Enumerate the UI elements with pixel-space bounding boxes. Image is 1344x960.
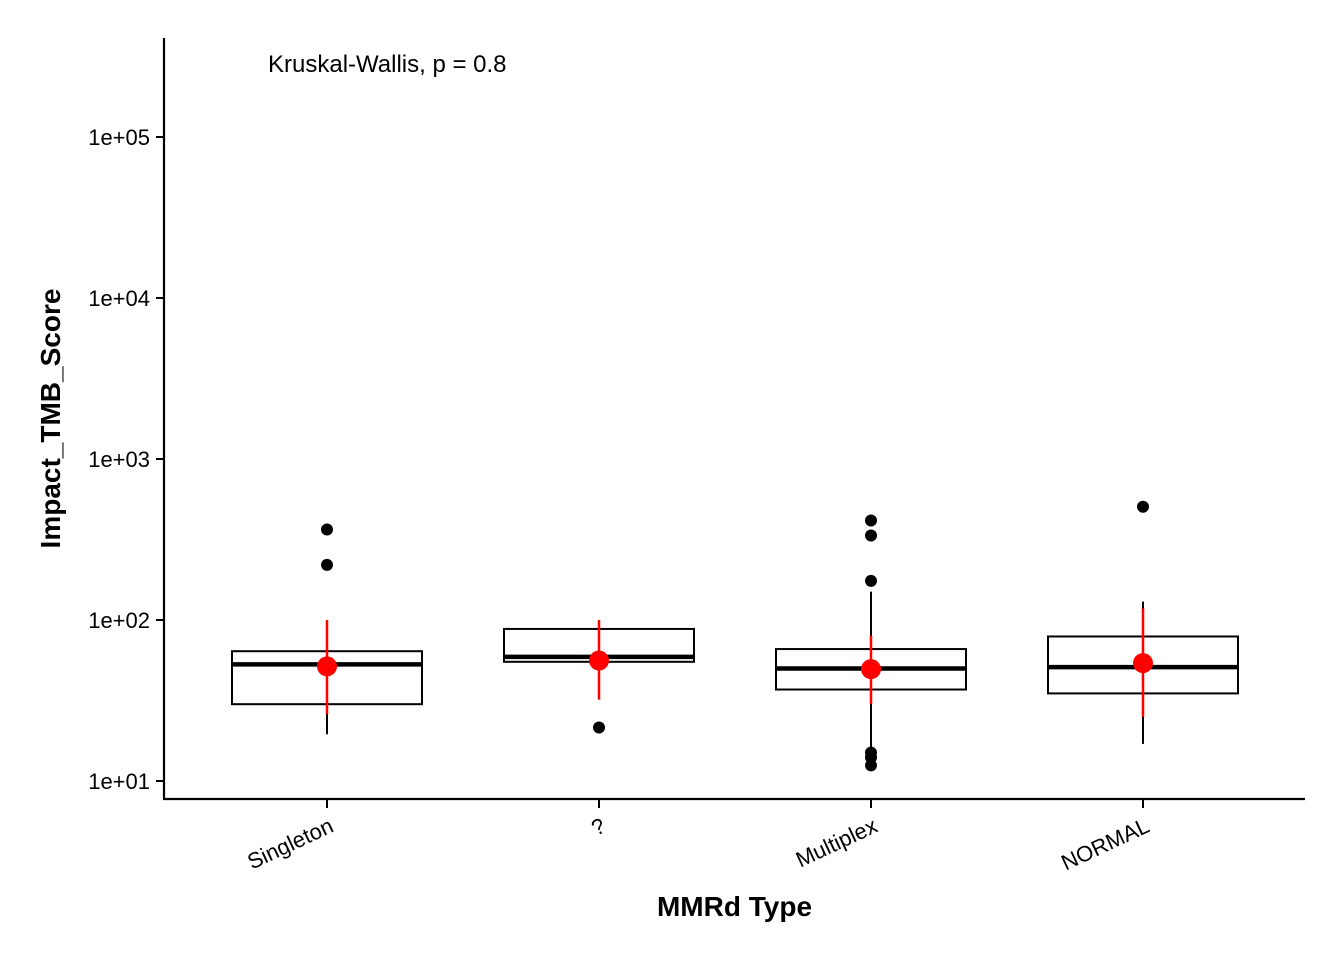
mean-point xyxy=(317,656,337,677)
outlier-point xyxy=(865,514,877,527)
x-tick-label: Singleton xyxy=(243,813,337,874)
outlier-point xyxy=(865,529,877,542)
y-tick-label: 1e+04 xyxy=(88,286,150,311)
mean-point xyxy=(861,659,881,680)
outlier-point xyxy=(1137,500,1149,513)
x-tick-label: NORMAL xyxy=(1057,813,1153,875)
y-tick-label: 1e+03 xyxy=(88,447,150,472)
y-tick-label: 1e+01 xyxy=(88,769,150,794)
outlier-point xyxy=(321,558,333,571)
y-axis-title: Impact_TMB_Score xyxy=(35,289,66,549)
x-tick-label: ? xyxy=(587,813,609,841)
y-tick-label: 1e+05 xyxy=(88,125,150,150)
outlier-point xyxy=(865,574,877,587)
outlier-point xyxy=(593,721,605,734)
x-tick-label: Multiplex xyxy=(792,813,881,872)
kruskal-wallis-annotation: Kruskal-Wallis, p = 0.8 xyxy=(268,51,507,78)
mean-point xyxy=(1133,653,1153,674)
outlier-point xyxy=(865,746,877,759)
outlier-point xyxy=(321,523,333,536)
y-tick-label: 1e+02 xyxy=(88,608,150,633)
x-axis-title: MMRd Type xyxy=(657,891,812,922)
mean-point xyxy=(589,650,609,671)
